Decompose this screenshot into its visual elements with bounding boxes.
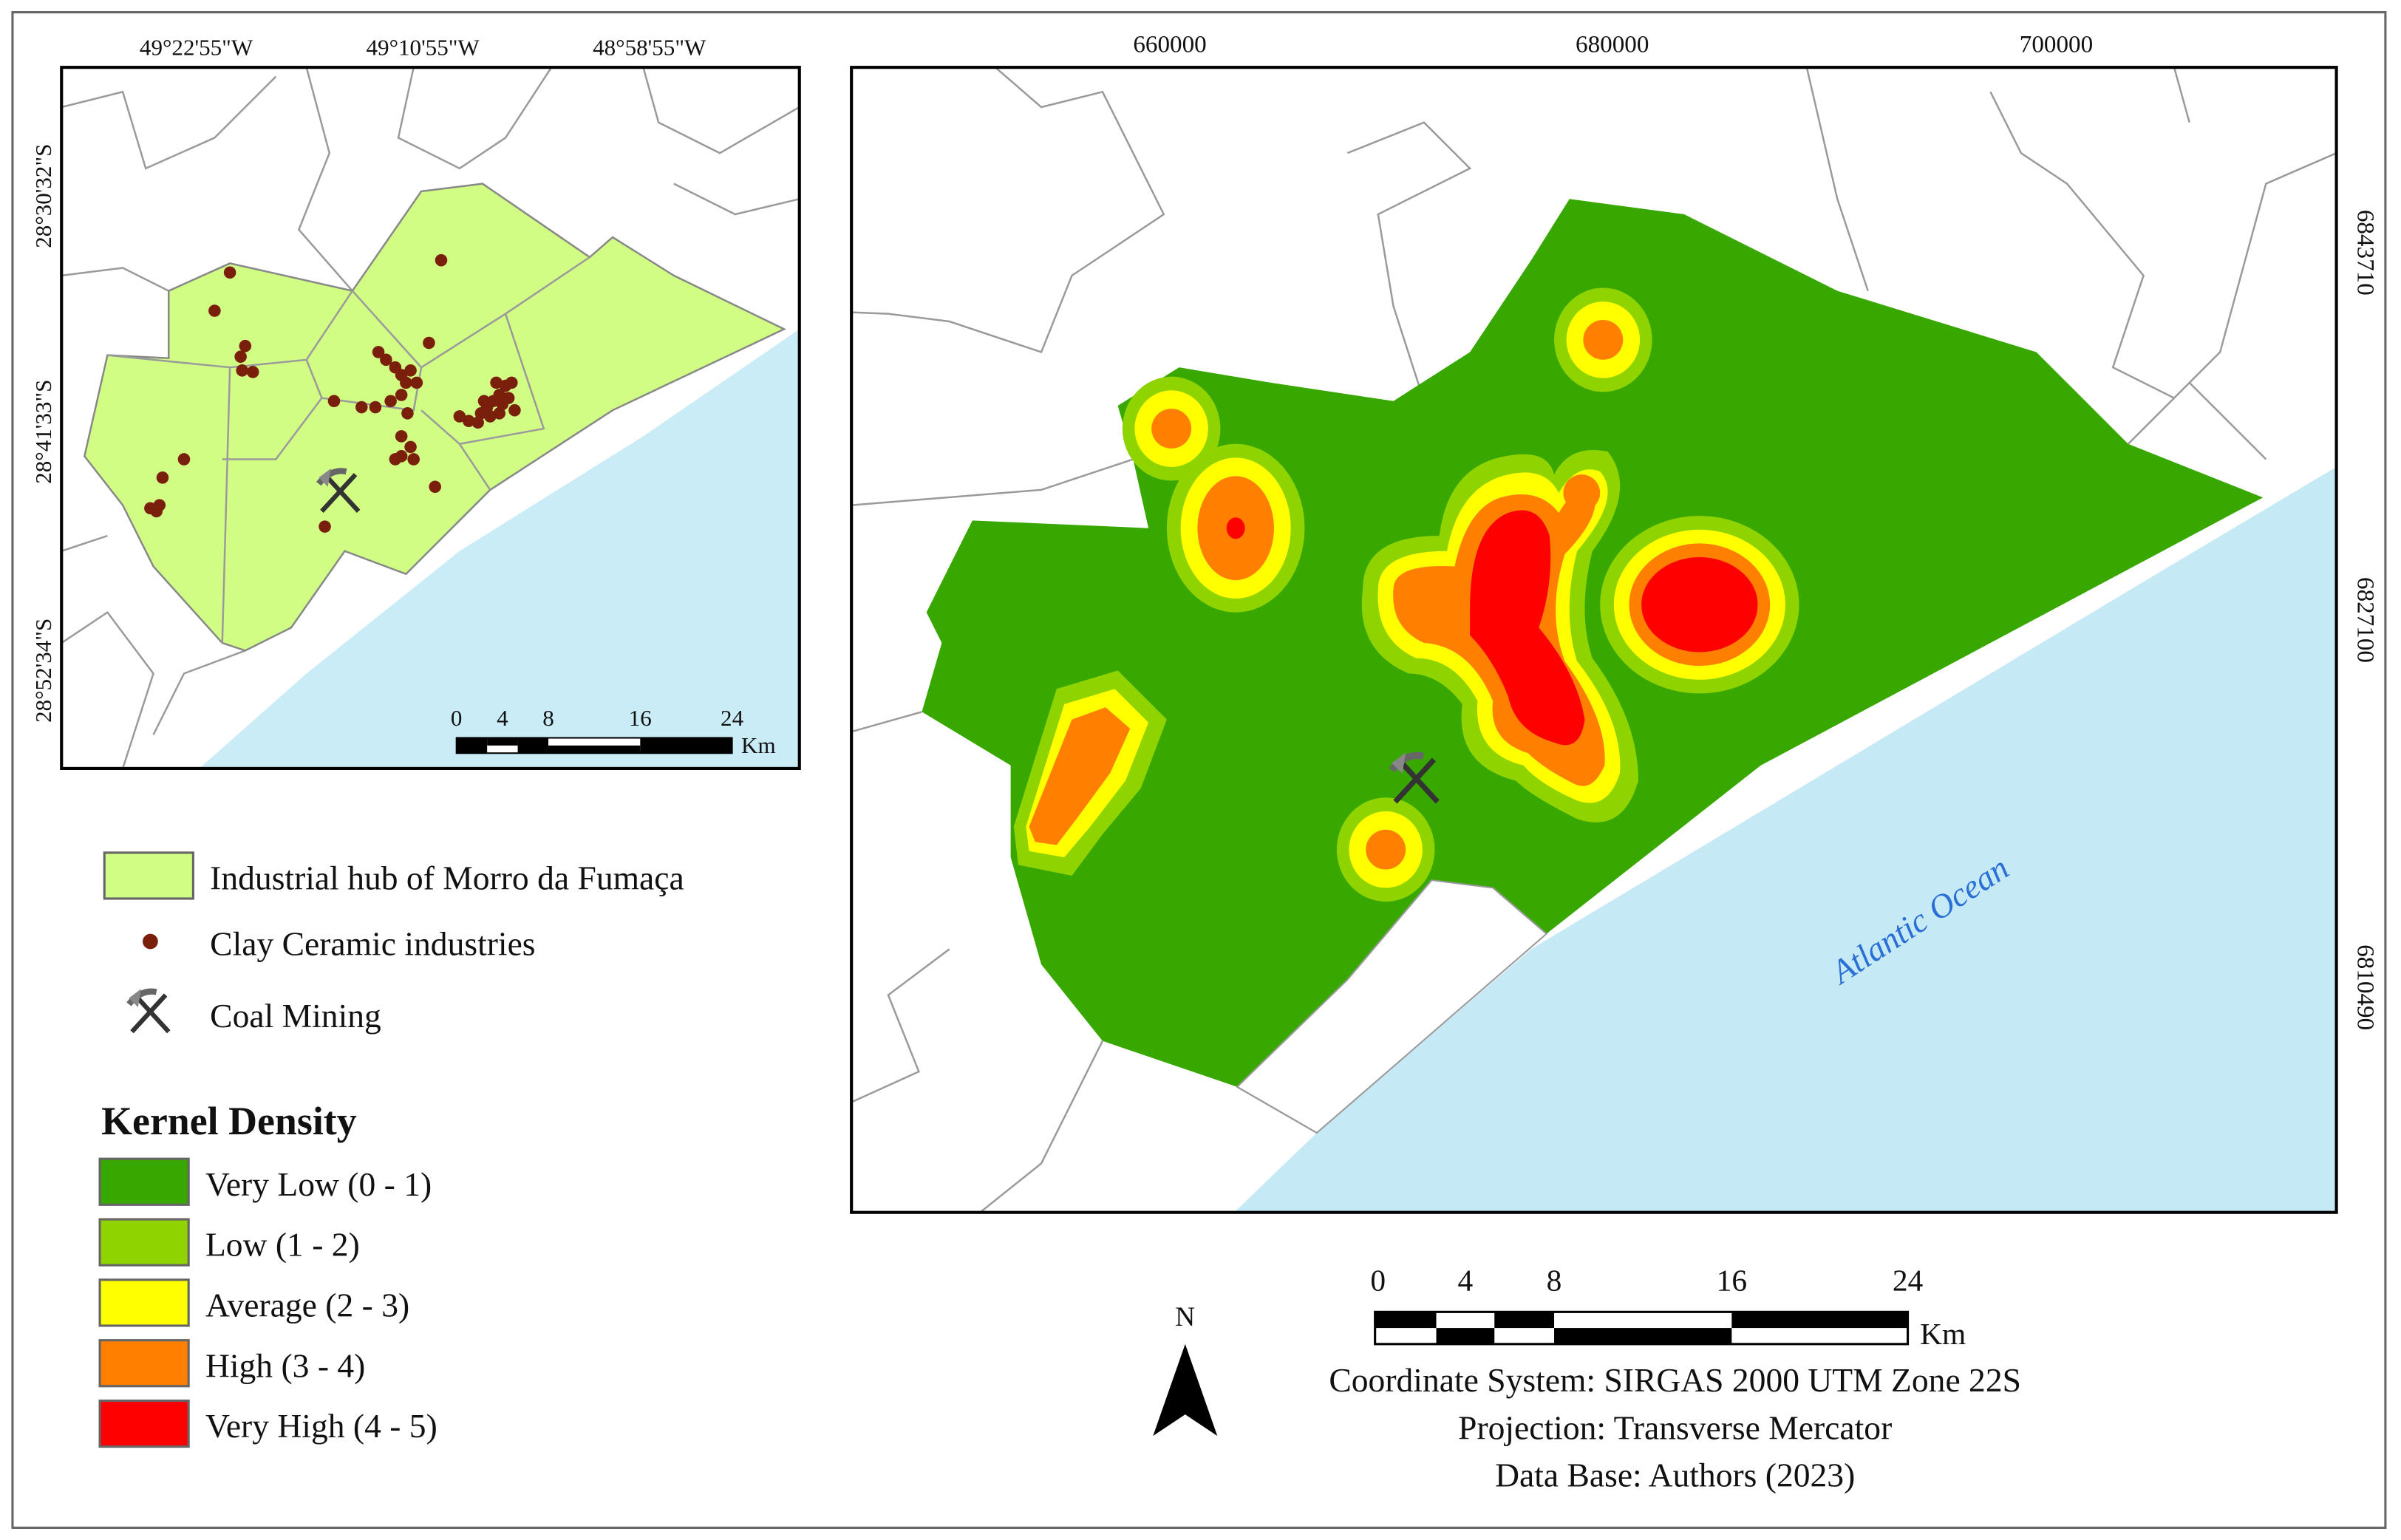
kernel-title: Kernel Density [101, 1099, 357, 1143]
scale-unit: Km [1920, 1317, 1966, 1351]
clay-industry-dot [407, 453, 420, 466]
inset-scale-tick: 0 [451, 705, 463, 731]
ocean [1234, 466, 2337, 1213]
north-arrow: N [1153, 1302, 1218, 1437]
scale-tick: 8 [1547, 1263, 1562, 1297]
legend-dot [143, 933, 158, 950]
clay-industry-dot [508, 403, 521, 417]
clay-industry-dot [395, 450, 408, 463]
main-right-label: 6810490 [2352, 944, 2380, 1030]
inset-top-label: 49°10'55"W [367, 35, 480, 61]
clay-industry-dot [435, 253, 448, 267]
clay-industry-dot [395, 430, 408, 443]
inset-scale-tick: 24 [721, 705, 744, 731]
clay-industry-dot [453, 410, 466, 423]
clay-industry-dot [384, 395, 397, 408]
legend: Industrial hub of Morro da Fumaça Clay C… [98, 851, 684, 1448]
scale-bar: 0 4 8 16 24 Km [1370, 1263, 1966, 1351]
info-text: Projection: Transverse Mercator [1458, 1408, 1892, 1446]
clay-industry-dot [395, 389, 408, 401]
clay-industry-dot [471, 416, 485, 429]
legend-label: Clay Ceramic industries [210, 925, 535, 963]
legend-swatch [98, 1218, 190, 1267]
info-text: Coordinate System: SIRGAS 2000 UTM Zone … [1329, 1361, 2021, 1399]
clay-industry-dot [429, 480, 442, 494]
inset-scale-unit: Km [741, 732, 776, 758]
clay-industry-dot [236, 364, 248, 377]
main-right-label: 6843710 [2352, 210, 2380, 296]
inset-left-label: 28°41'33"S [30, 380, 56, 484]
legend-label: High (3 - 4) [205, 1346, 365, 1384]
clay-industry-dot [463, 415, 475, 427]
clay-industry-dot [423, 336, 435, 350]
legend-label: Very High (4 - 5) [205, 1407, 437, 1445]
clay-industry-dot [234, 350, 247, 363]
inset-scale-tick: 8 [542, 705, 554, 731]
clay-industry-dot [372, 346, 385, 358]
clay-industry-dot [150, 505, 163, 518]
inset-ocean [199, 329, 800, 769]
clay-industry-dot [208, 304, 221, 317]
legend-label: Very Low (0 - 1) [205, 1165, 432, 1203]
main-right-label: 6827100 [2352, 577, 2380, 663]
legend-swatch [98, 1157, 190, 1206]
scale-tick: 16 [1717, 1263, 1747, 1297]
clay-industry-dot [490, 376, 503, 389]
legend-swatch [98, 1278, 190, 1327]
clay-industry-dot [477, 395, 491, 408]
inset-top-label: 49°22'55"W [140, 35, 253, 61]
legend-swatch [103, 851, 194, 900]
clay-industry-dot [156, 471, 169, 484]
clay-industry-dot [355, 401, 368, 414]
main-top-label: 660000 [1133, 30, 1206, 58]
legend-label: Average (2 - 3) [205, 1287, 409, 1324]
main-top-label: 680000 [1576, 30, 1649, 58]
inset-left-label: 28°30'32"S [30, 144, 56, 248]
clay-industries [144, 253, 521, 533]
main-map: Atlantic Ocean 660000 680000 700000 6843… [850, 30, 2380, 1214]
clay-industry-dot [380, 353, 392, 367]
clay-industry-dot [404, 440, 417, 454]
clay-industry-dot [410, 376, 423, 389]
scale-tick: 0 [1370, 1263, 1386, 1297]
info-text: Data Base: Authors (2023) [1495, 1456, 1855, 1493]
legend-swatch [98, 1339, 190, 1388]
legend-label: Coal Mining [210, 997, 381, 1035]
clay-industry-dot [404, 364, 417, 377]
inset-left-label: 28°52'34"S [30, 619, 56, 723]
clay-industry-dot [505, 376, 518, 389]
clay-industry-dot [502, 392, 515, 404]
hotspots [1013, 287, 1799, 902]
clay-industry-dot [223, 266, 236, 279]
industrial-hub [83, 183, 786, 652]
clay-industry-dot [319, 520, 331, 533]
clay-industry-dot [484, 410, 497, 423]
clay-industry-dot [327, 395, 341, 408]
inset-map: 49°22'55"W 49°10'55"W 48°58'55"W 28°30'3… [30, 35, 801, 770]
inset-top-label: 48°58'55"W [593, 35, 706, 61]
legend-label: Industrial hub of Morro da Fumaça [210, 859, 684, 897]
study-area [922, 199, 2264, 1087]
clay-industry-dot [401, 407, 414, 420]
scale-tick: 24 [1893, 1263, 1924, 1297]
legend-label: Low (1 - 2) [205, 1226, 360, 1264]
inset-scale-tick: 4 [497, 705, 508, 731]
clay-industry-dot [246, 366, 259, 378]
clay-industry-dot [369, 401, 382, 414]
legend-swatch [98, 1399, 190, 1448]
clay-industry-dot [177, 453, 191, 466]
inset-scale-tick: 16 [629, 705, 652, 731]
clay-industry-dot [400, 376, 412, 389]
main-top-label: 700000 [2020, 30, 2093, 58]
clay-industry-dot [239, 339, 252, 352]
north-label: N [1175, 1302, 1195, 1332]
scale-tick: 4 [1458, 1263, 1474, 1297]
